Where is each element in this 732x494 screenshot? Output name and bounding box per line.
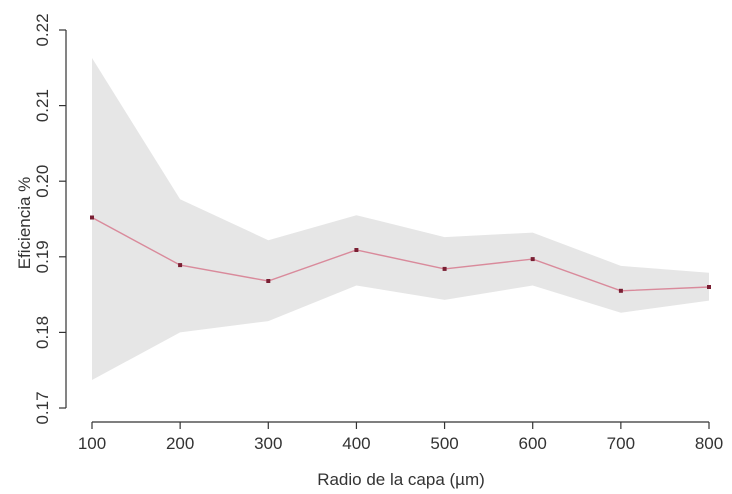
data-point bbox=[354, 248, 359, 252]
series-line-layer bbox=[91, 216, 710, 292]
series-line bbox=[91, 216, 710, 292]
y-tick-label: 0.20 bbox=[33, 165, 52, 198]
x-tick-label: 100 bbox=[78, 434, 106, 453]
confidence-band bbox=[92, 58, 709, 380]
x-axis-ticks: 100 200 300 400 500 600 700 800 bbox=[78, 422, 723, 453]
data-point bbox=[90, 215, 94, 220]
x-tick-label: 200 bbox=[166, 434, 194, 453]
x-tick-label: 800 bbox=[695, 434, 723, 453]
y-tick-label: 0.22 bbox=[33, 13, 52, 46]
confidence-band-layer bbox=[92, 58, 709, 380]
x-tick-label: 400 bbox=[342, 434, 370, 453]
series-point-layer bbox=[90, 215, 711, 293]
data-point bbox=[266, 279, 271, 283]
x-tick-label: 700 bbox=[607, 434, 635, 453]
data-point bbox=[442, 266, 447, 271]
y-tick-label: 0.17 bbox=[33, 391, 52, 424]
y-tick-label: 0.19 bbox=[33, 240, 52, 273]
y-axis-title: Eficiencia % bbox=[15, 177, 34, 270]
y-axis-ticks: 0.17 0.18 0.19 0.20 0.21 0.22 bbox=[33, 13, 66, 425]
data-point bbox=[530, 257, 535, 262]
y-tick-label: 0.18 bbox=[33, 316, 52, 349]
x-tick-label: 600 bbox=[519, 434, 547, 453]
data-point bbox=[707, 285, 711, 289]
data-point bbox=[618, 288, 623, 293]
y-tick-label: 0.21 bbox=[33, 89, 52, 122]
x-tick-label: 300 bbox=[254, 434, 282, 453]
axes: 0.17 0.18 0.19 0.20 0.21 0.22 100 200 300 400 500… bbox=[33, 13, 723, 453]
x-axis-title: Radio de la capa (µm) bbox=[317, 470, 485, 489]
x-tick-label: 500 bbox=[430, 434, 458, 453]
data-point bbox=[178, 263, 183, 268]
